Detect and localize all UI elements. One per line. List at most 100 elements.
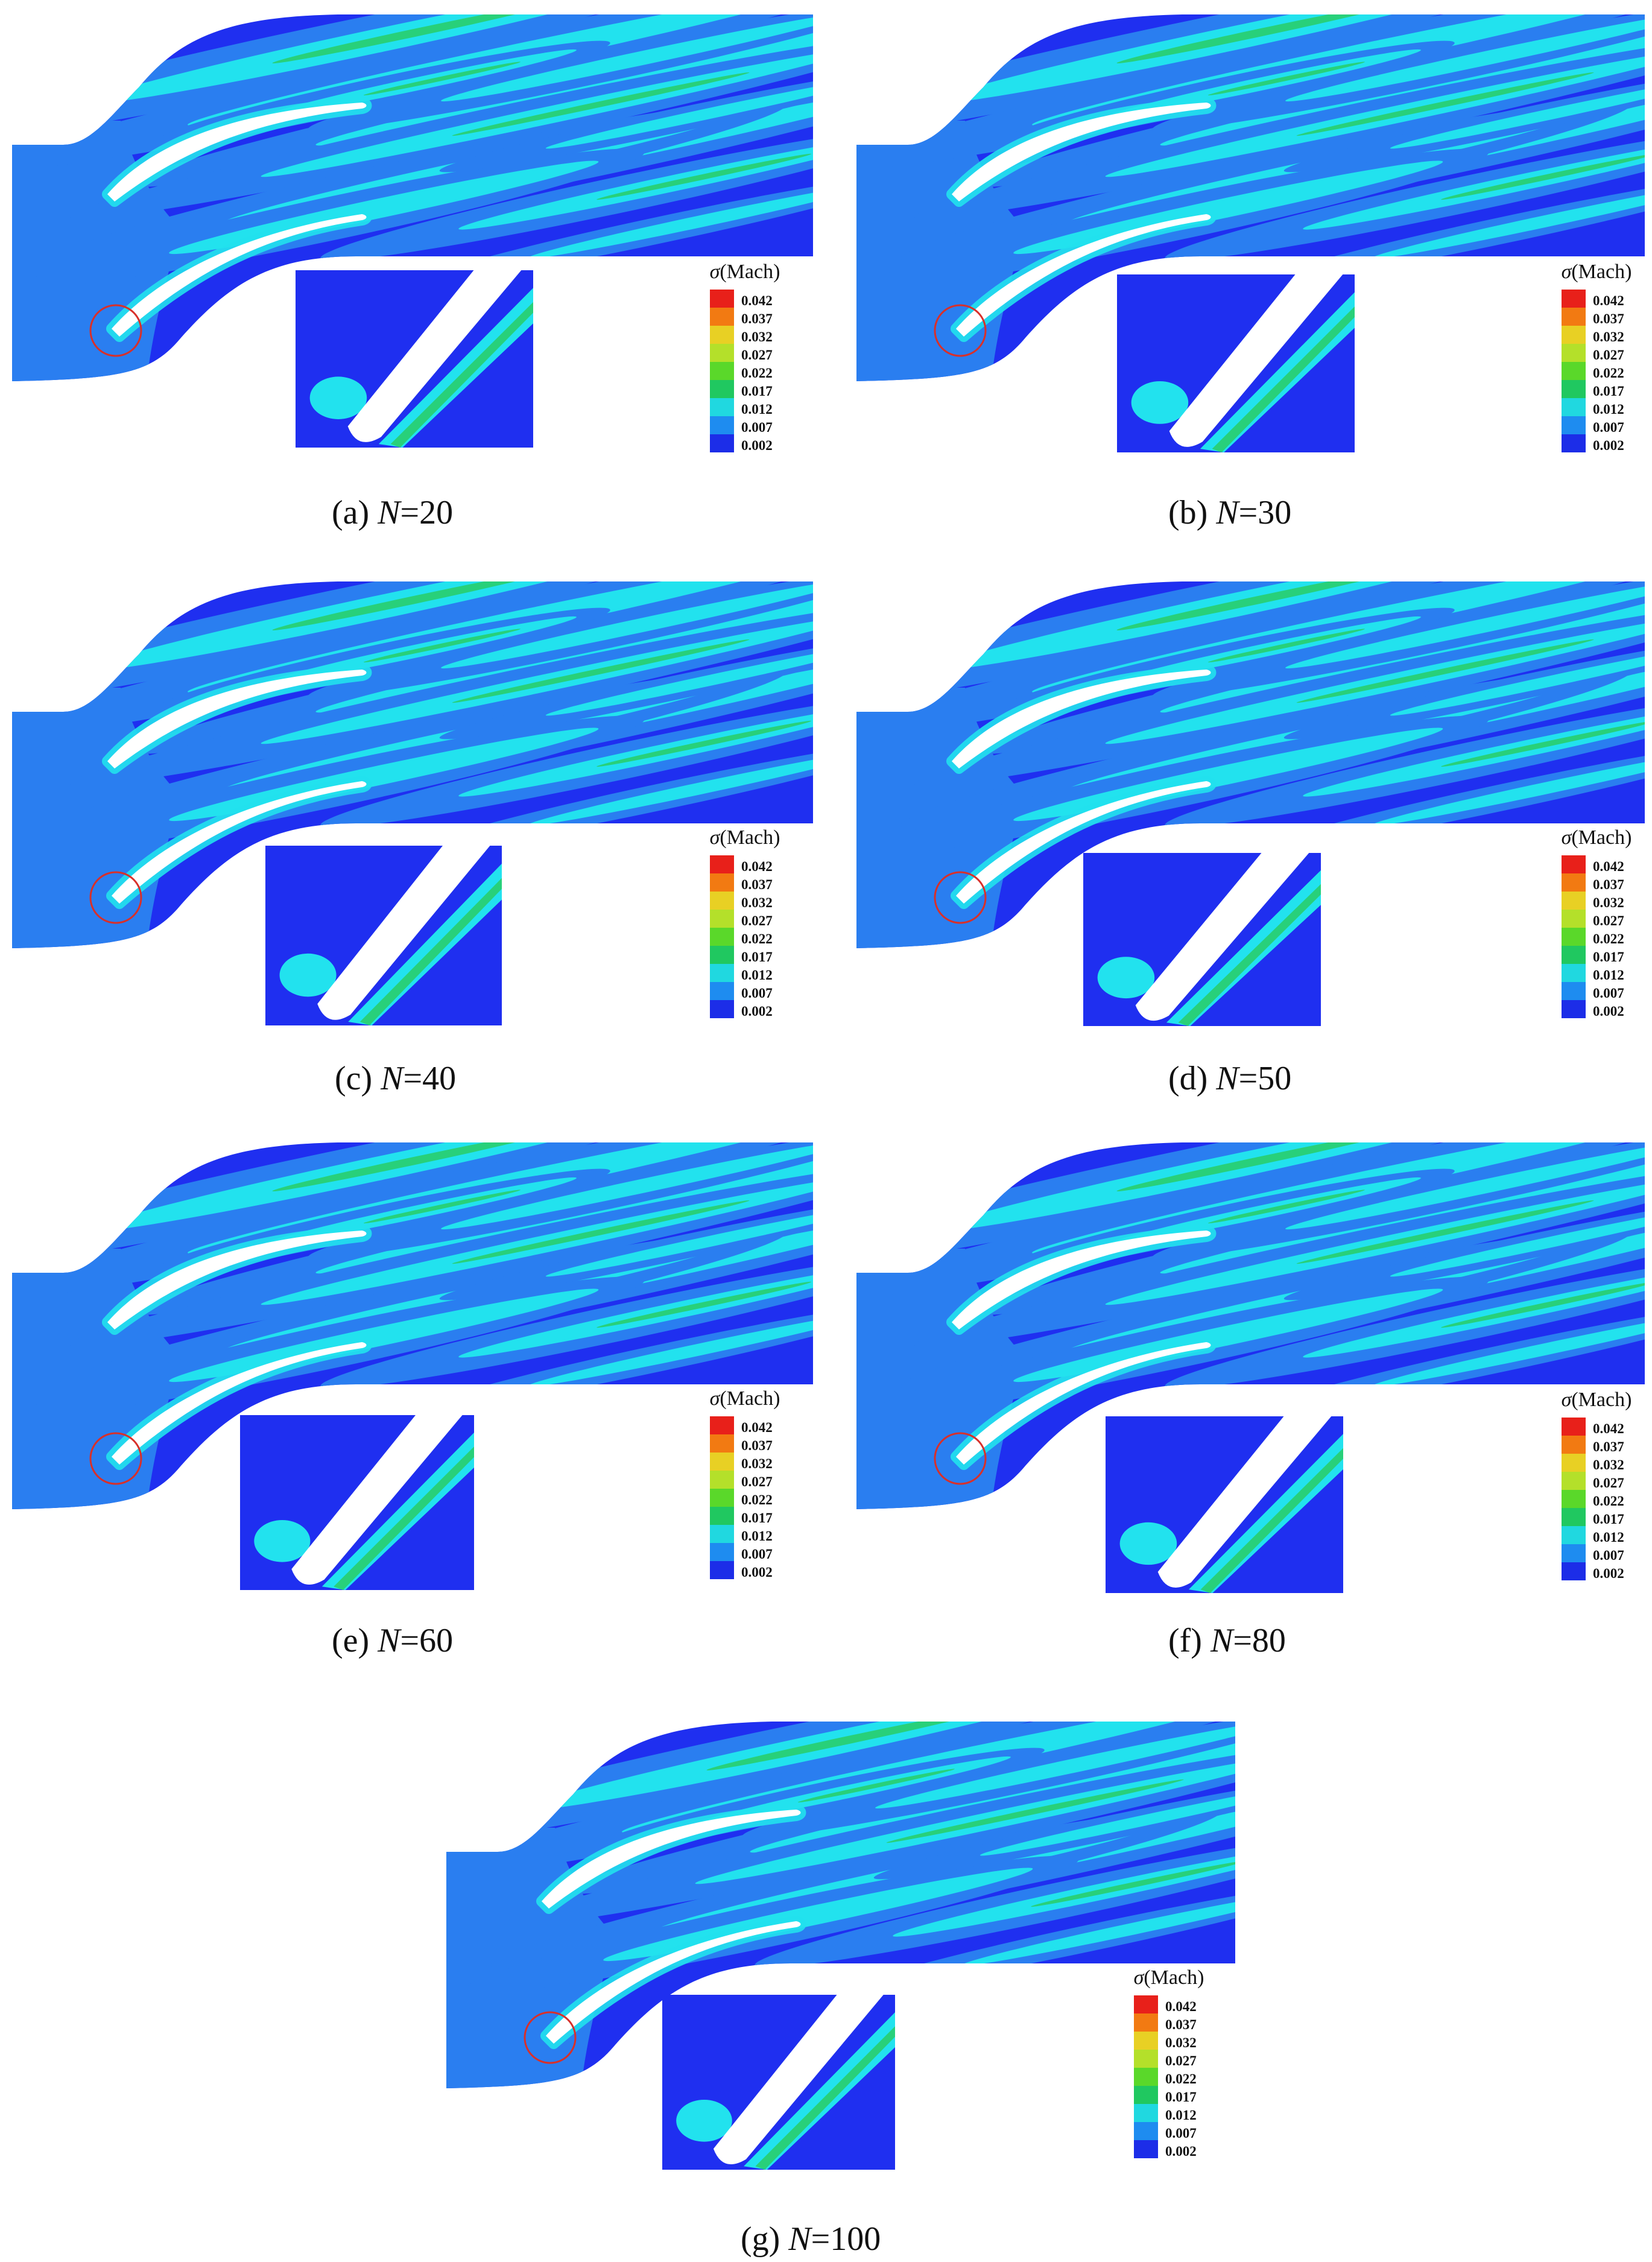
panel-b: σ(Mach) 0.042 0.037 0.032 0.027 0.022 0.017 0.0… bbox=[844, 0, 1652, 555]
colorbar-swatch bbox=[710, 1434, 734, 1453]
colorbar-swatch bbox=[1134, 2068, 1158, 2086]
caption-g: (g) N=100 bbox=[741, 2220, 881, 2258]
inset-zoom-f bbox=[1106, 1416, 1343, 1593]
inset-blade bbox=[1169, 274, 1343, 447]
colorbar-swatch bbox=[710, 380, 734, 398]
leading-edge-marker bbox=[934, 1432, 987, 1485]
colorbar-label: 0.027 bbox=[1593, 913, 1624, 928]
flow-field-b bbox=[856, 14, 1645, 381]
wake-streak bbox=[1152, 14, 1645, 131]
colorbar-swatch bbox=[710, 1489, 734, 1507]
colorbar-swatch bbox=[710, 344, 734, 362]
colorbar-swatch bbox=[1562, 290, 1586, 308]
wake-streak bbox=[320, 692, 813, 828]
wake-streak bbox=[1283, 1197, 1645, 1300]
inset-zoom-g bbox=[662, 1995, 895, 2170]
colorbar-swatch bbox=[1562, 1418, 1586, 1436]
colorbar-symbol: σ bbox=[1561, 261, 1572, 283]
separation-bubble bbox=[1119, 1522, 1177, 1565]
inset-shear-layer bbox=[1166, 870, 1321, 1026]
colorbar-label: 0.032 bbox=[1593, 895, 1624, 910]
wake-streak bbox=[308, 581, 813, 699]
caption-d: (d) N=50 bbox=[1168, 1059, 1291, 1098]
colorbar-swatch bbox=[1562, 1436, 1586, 1454]
colorbar-swatch bbox=[710, 290, 734, 308]
caption-label: (f) bbox=[1168, 1622, 1211, 1659]
colorbar-swatch bbox=[1562, 946, 1586, 964]
inset-shear-core bbox=[390, 302, 533, 448]
colorbar-swatch bbox=[1562, 434, 1586, 452]
colorbar-label: 0.042 bbox=[1593, 1421, 1624, 1436]
leading-edge-marker bbox=[934, 304, 987, 357]
inset-shear-layer bbox=[744, 2012, 895, 2170]
colorbar-label: 0.017 bbox=[1593, 1512, 1624, 1527]
colorbar-label: 0.037 bbox=[1593, 877, 1624, 892]
colorbar-swatch bbox=[710, 398, 734, 416]
inset-shear-core bbox=[359, 878, 502, 1025]
separation-bubble bbox=[676, 2100, 732, 2142]
colorbar-label: 0.022 bbox=[741, 366, 773, 381]
colorbar-swatch bbox=[710, 1525, 734, 1543]
caption-variable: N bbox=[1216, 494, 1239, 531]
leading-edge-marker bbox=[89, 871, 142, 924]
colorbar-swatch bbox=[1562, 416, 1586, 434]
colorbar-title: σ(Mach) bbox=[1530, 826, 1652, 849]
wake-streak bbox=[1152, 1142, 1645, 1259]
colorbar-unit: (Mach) bbox=[720, 261, 780, 283]
inset-shear-core bbox=[755, 2026, 895, 2170]
colorbar-unit: (Mach) bbox=[720, 826, 780, 849]
colorbar-symbol: σ bbox=[1561, 1389, 1572, 1411]
colorbar-label: 0.037 bbox=[1593, 311, 1624, 326]
colorbar-label: 0.032 bbox=[1165, 2035, 1197, 2050]
colorbar-label: 0.012 bbox=[741, 1529, 773, 1544]
colorbar-label: 0.037 bbox=[1593, 1439, 1624, 1454]
inset-blade bbox=[317, 846, 490, 1020]
wake-streak bbox=[742, 1722, 1235, 1839]
colorbar-swatch bbox=[710, 855, 734, 873]
colorbar-label: 0.022 bbox=[741, 1492, 773, 1507]
colorbar-swatch bbox=[710, 1507, 734, 1525]
colorbar-title: σ(Mach) bbox=[679, 826, 811, 849]
caption-value: =60 bbox=[400, 1622, 454, 1659]
colorbar-title: σ(Mach) bbox=[679, 261, 811, 284]
panel-a: σ(Mach) 0.042 0.037 0.032 0.027 0.022 0.017 0.0… bbox=[0, 0, 820, 555]
caption-value: =20 bbox=[400, 494, 454, 531]
colorbar-swatch bbox=[1562, 873, 1586, 892]
caption-value: =30 bbox=[1238, 494, 1292, 531]
wake-streak bbox=[320, 1253, 813, 1389]
caption-value: =50 bbox=[1238, 1060, 1292, 1097]
wake-streak bbox=[439, 1197, 813, 1300]
colorbar-label: 0.002 bbox=[1165, 2144, 1197, 2159]
colorbar-symbol: σ bbox=[1133, 1966, 1144, 1989]
wake-streak bbox=[1283, 636, 1645, 740]
colorbar-swatch bbox=[1562, 1544, 1586, 1562]
caption-label: (d) bbox=[1168, 1060, 1217, 1097]
blade-1 bbox=[542, 1810, 801, 1909]
colorbar-label: 0.027 bbox=[1593, 347, 1624, 363]
colorbar-title: σ(Mach) bbox=[1530, 1389, 1652, 1411]
colorbar-label: 0.022 bbox=[1593, 366, 1624, 381]
colorbar-swatch bbox=[1562, 910, 1586, 928]
colorbar-swatch bbox=[710, 892, 734, 910]
wake-streak bbox=[1283, 69, 1645, 173]
colorbar-swatch bbox=[710, 326, 734, 344]
colorbar-label: 0.017 bbox=[741, 384, 773, 399]
colorbar-label: 0.017 bbox=[1593, 384, 1624, 399]
separation-bubble bbox=[279, 953, 337, 997]
colorbar-swatch bbox=[1562, 1454, 1586, 1472]
wake-streak bbox=[308, 14, 813, 131]
wake-streak bbox=[69, 34, 813, 219]
wake-streak bbox=[1165, 125, 1645, 261]
colorbar-swatch bbox=[1562, 1508, 1586, 1526]
separation-bubble bbox=[1097, 957, 1155, 999]
colorbar-e: σ(Mach) 0.042 0.037 0.032 0.027 0.022 0.017 0.0… bbox=[679, 1387, 811, 1586]
colorbar-symbol: σ bbox=[709, 1387, 720, 1410]
colorbar-symbol: σ bbox=[1561, 826, 1572, 849]
inset-zoom-d bbox=[1083, 853, 1321, 1026]
colorbar-symbol: σ bbox=[709, 826, 720, 849]
colorbar-swatch bbox=[710, 434, 734, 452]
colorbar-unit: (Mach) bbox=[1571, 261, 1632, 283]
colorbar-label: 0.032 bbox=[741, 895, 773, 910]
inset-shear-layer bbox=[1200, 292, 1355, 452]
flow-field-g bbox=[446, 1722, 1235, 2088]
